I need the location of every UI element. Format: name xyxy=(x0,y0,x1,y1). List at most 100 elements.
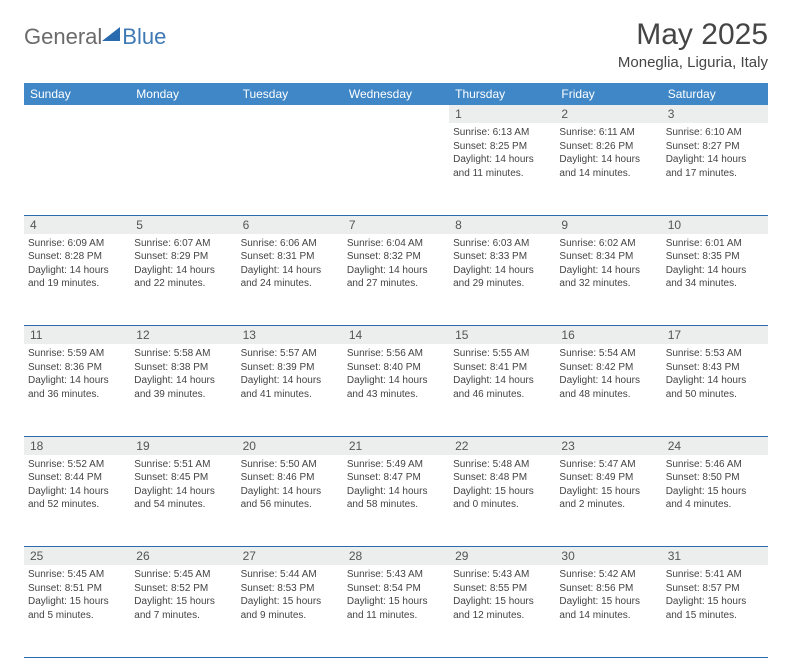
dow-saturday: Saturday xyxy=(662,83,768,105)
day-number: 17 xyxy=(662,326,768,345)
daylight-line: and 54 minutes. xyxy=(134,498,232,512)
daylight-line: Daylight: 14 hours xyxy=(347,264,445,278)
day-cell: Sunrise: 6:03 AMSunset: 8:33 PMDaylight:… xyxy=(449,234,555,326)
day-number: 31 xyxy=(662,547,768,566)
daylight-line: and 0 minutes. xyxy=(453,498,551,512)
sunrise-line: Sunrise: 5:57 AM xyxy=(241,347,339,361)
day-cell: Sunrise: 5:53 AMSunset: 8:43 PMDaylight:… xyxy=(662,344,768,436)
sunrise-line: Sunrise: 5:43 AM xyxy=(347,568,445,582)
day-number: 11 xyxy=(24,326,130,345)
daylight-line: Daylight: 14 hours xyxy=(453,264,551,278)
daylight-line: Daylight: 15 hours xyxy=(347,595,445,609)
day-cell: Sunrise: 5:50 AMSunset: 8:46 PMDaylight:… xyxy=(237,455,343,547)
day-cell: Sunrise: 5:59 AMSunset: 8:36 PMDaylight:… xyxy=(24,344,130,436)
daylight-line: and 56 minutes. xyxy=(241,498,339,512)
sunrise-line: Sunrise: 5:59 AM xyxy=(28,347,126,361)
daylight-line: and 41 minutes. xyxy=(241,388,339,402)
daylight-line: Daylight: 14 hours xyxy=(666,153,764,167)
day-cell: Sunrise: 6:07 AMSunset: 8:29 PMDaylight:… xyxy=(130,234,236,326)
daylight-line: and 19 minutes. xyxy=(28,277,126,291)
week-row: Sunrise: 5:52 AMSunset: 8:44 PMDaylight:… xyxy=(24,455,768,547)
day-cell: Sunrise: 5:51 AMSunset: 8:45 PMDaylight:… xyxy=(130,455,236,547)
dow-row: Sunday Monday Tuesday Wednesday Thursday… xyxy=(24,83,768,105)
dow-tuesday: Tuesday xyxy=(237,83,343,105)
sunset-line: Sunset: 8:25 PM xyxy=(453,140,551,154)
day-cell: Sunrise: 5:43 AMSunset: 8:55 PMDaylight:… xyxy=(449,565,555,657)
sunset-line: Sunset: 8:57 PM xyxy=(666,582,764,596)
day-number: 20 xyxy=(237,436,343,455)
week-row: Sunrise: 5:45 AMSunset: 8:51 PMDaylight:… xyxy=(24,565,768,657)
sunset-line: Sunset: 8:44 PM xyxy=(28,471,126,485)
sunset-line: Sunset: 8:36 PM xyxy=(28,361,126,375)
daynum-row: 25262728293031 xyxy=(24,547,768,566)
day-cell: Sunrise: 5:54 AMSunset: 8:42 PMDaylight:… xyxy=(555,344,661,436)
day-cell: Sunrise: 6:04 AMSunset: 8:32 PMDaylight:… xyxy=(343,234,449,326)
daylight-line: Daylight: 15 hours xyxy=(453,595,551,609)
daylight-line: Daylight: 14 hours xyxy=(559,264,657,278)
sunset-line: Sunset: 8:47 PM xyxy=(347,471,445,485)
daylight-line: Daylight: 14 hours xyxy=(241,485,339,499)
daylight-line: Daylight: 14 hours xyxy=(134,264,232,278)
day-number: 1 xyxy=(449,105,555,123)
day-cell: Sunrise: 5:48 AMSunset: 8:48 PMDaylight:… xyxy=(449,455,555,547)
daylight-line: and 5 minutes. xyxy=(28,609,126,623)
sunset-line: Sunset: 8:27 PM xyxy=(666,140,764,154)
day-number: 26 xyxy=(130,547,236,566)
daylight-line: and 17 minutes. xyxy=(666,167,764,181)
day-cell xyxy=(24,123,130,215)
day-cell: Sunrise: 6:09 AMSunset: 8:28 PMDaylight:… xyxy=(24,234,130,326)
sunrise-line: Sunrise: 5:46 AM xyxy=(666,458,764,472)
day-number: 25 xyxy=(24,547,130,566)
sunrise-line: Sunrise: 5:58 AM xyxy=(134,347,232,361)
daylight-line: and 34 minutes. xyxy=(666,277,764,291)
day-cell: Sunrise: 6:13 AMSunset: 8:25 PMDaylight:… xyxy=(449,123,555,215)
sunset-line: Sunset: 8:31 PM xyxy=(241,250,339,264)
daylight-line: Daylight: 15 hours xyxy=(666,595,764,609)
sunset-line: Sunset: 8:33 PM xyxy=(453,250,551,264)
daylight-line: Daylight: 14 hours xyxy=(28,485,126,499)
daylight-line: Daylight: 14 hours xyxy=(666,264,764,278)
sunrise-line: Sunrise: 5:55 AM xyxy=(453,347,551,361)
day-cell: Sunrise: 5:42 AMSunset: 8:56 PMDaylight:… xyxy=(555,565,661,657)
sunrise-line: Sunrise: 5:45 AM xyxy=(134,568,232,582)
daylight-line: and 14 minutes. xyxy=(559,167,657,181)
daylight-line: and 7 minutes. xyxy=(134,609,232,623)
daylight-line: Daylight: 14 hours xyxy=(134,374,232,388)
calendar-table: Sunday Monday Tuesday Wednesday Thursday… xyxy=(24,83,768,658)
sunset-line: Sunset: 8:43 PM xyxy=(666,361,764,375)
sunrise-line: Sunrise: 5:56 AM xyxy=(347,347,445,361)
daylight-line: Daylight: 15 hours xyxy=(28,595,126,609)
daynum-row: 123 xyxy=(24,105,768,123)
daynum-row: 18192021222324 xyxy=(24,436,768,455)
sunset-line: Sunset: 8:38 PM xyxy=(134,361,232,375)
day-cell xyxy=(237,123,343,215)
daylight-line: and 22 minutes. xyxy=(134,277,232,291)
sunset-line: Sunset: 8:35 PM xyxy=(666,250,764,264)
sunset-line: Sunset: 8:48 PM xyxy=(453,471,551,485)
dow-friday: Friday xyxy=(555,83,661,105)
sunset-line: Sunset: 8:51 PM xyxy=(28,582,126,596)
sunset-line: Sunset: 8:53 PM xyxy=(241,582,339,596)
day-number: 3 xyxy=(662,105,768,123)
sunset-line: Sunset: 8:41 PM xyxy=(453,361,551,375)
daylight-line: and 36 minutes. xyxy=(28,388,126,402)
daylight-line: Daylight: 14 hours xyxy=(559,153,657,167)
header: General Blue May 2025 Moneglia, Liguria,… xyxy=(24,18,768,71)
sunrise-line: Sunrise: 5:41 AM xyxy=(666,568,764,582)
daylight-line: and 46 minutes. xyxy=(453,388,551,402)
day-number: 10 xyxy=(662,215,768,234)
daylight-line: Daylight: 15 hours xyxy=(559,595,657,609)
daylight-line: and 43 minutes. xyxy=(347,388,445,402)
day-number xyxy=(343,105,449,123)
daynum-row: 45678910 xyxy=(24,215,768,234)
brand-part1: General xyxy=(24,24,102,50)
daylight-line: and 52 minutes. xyxy=(28,498,126,512)
sunrise-line: Sunrise: 5:45 AM xyxy=(28,568,126,582)
sunrise-line: Sunrise: 6:07 AM xyxy=(134,237,232,251)
day-number: 13 xyxy=(237,326,343,345)
day-cell xyxy=(343,123,449,215)
sunrise-line: Sunrise: 6:02 AM xyxy=(559,237,657,251)
day-number: 24 xyxy=(662,436,768,455)
month-title: May 2025 xyxy=(618,18,768,52)
daylight-line: Daylight: 15 hours xyxy=(666,485,764,499)
